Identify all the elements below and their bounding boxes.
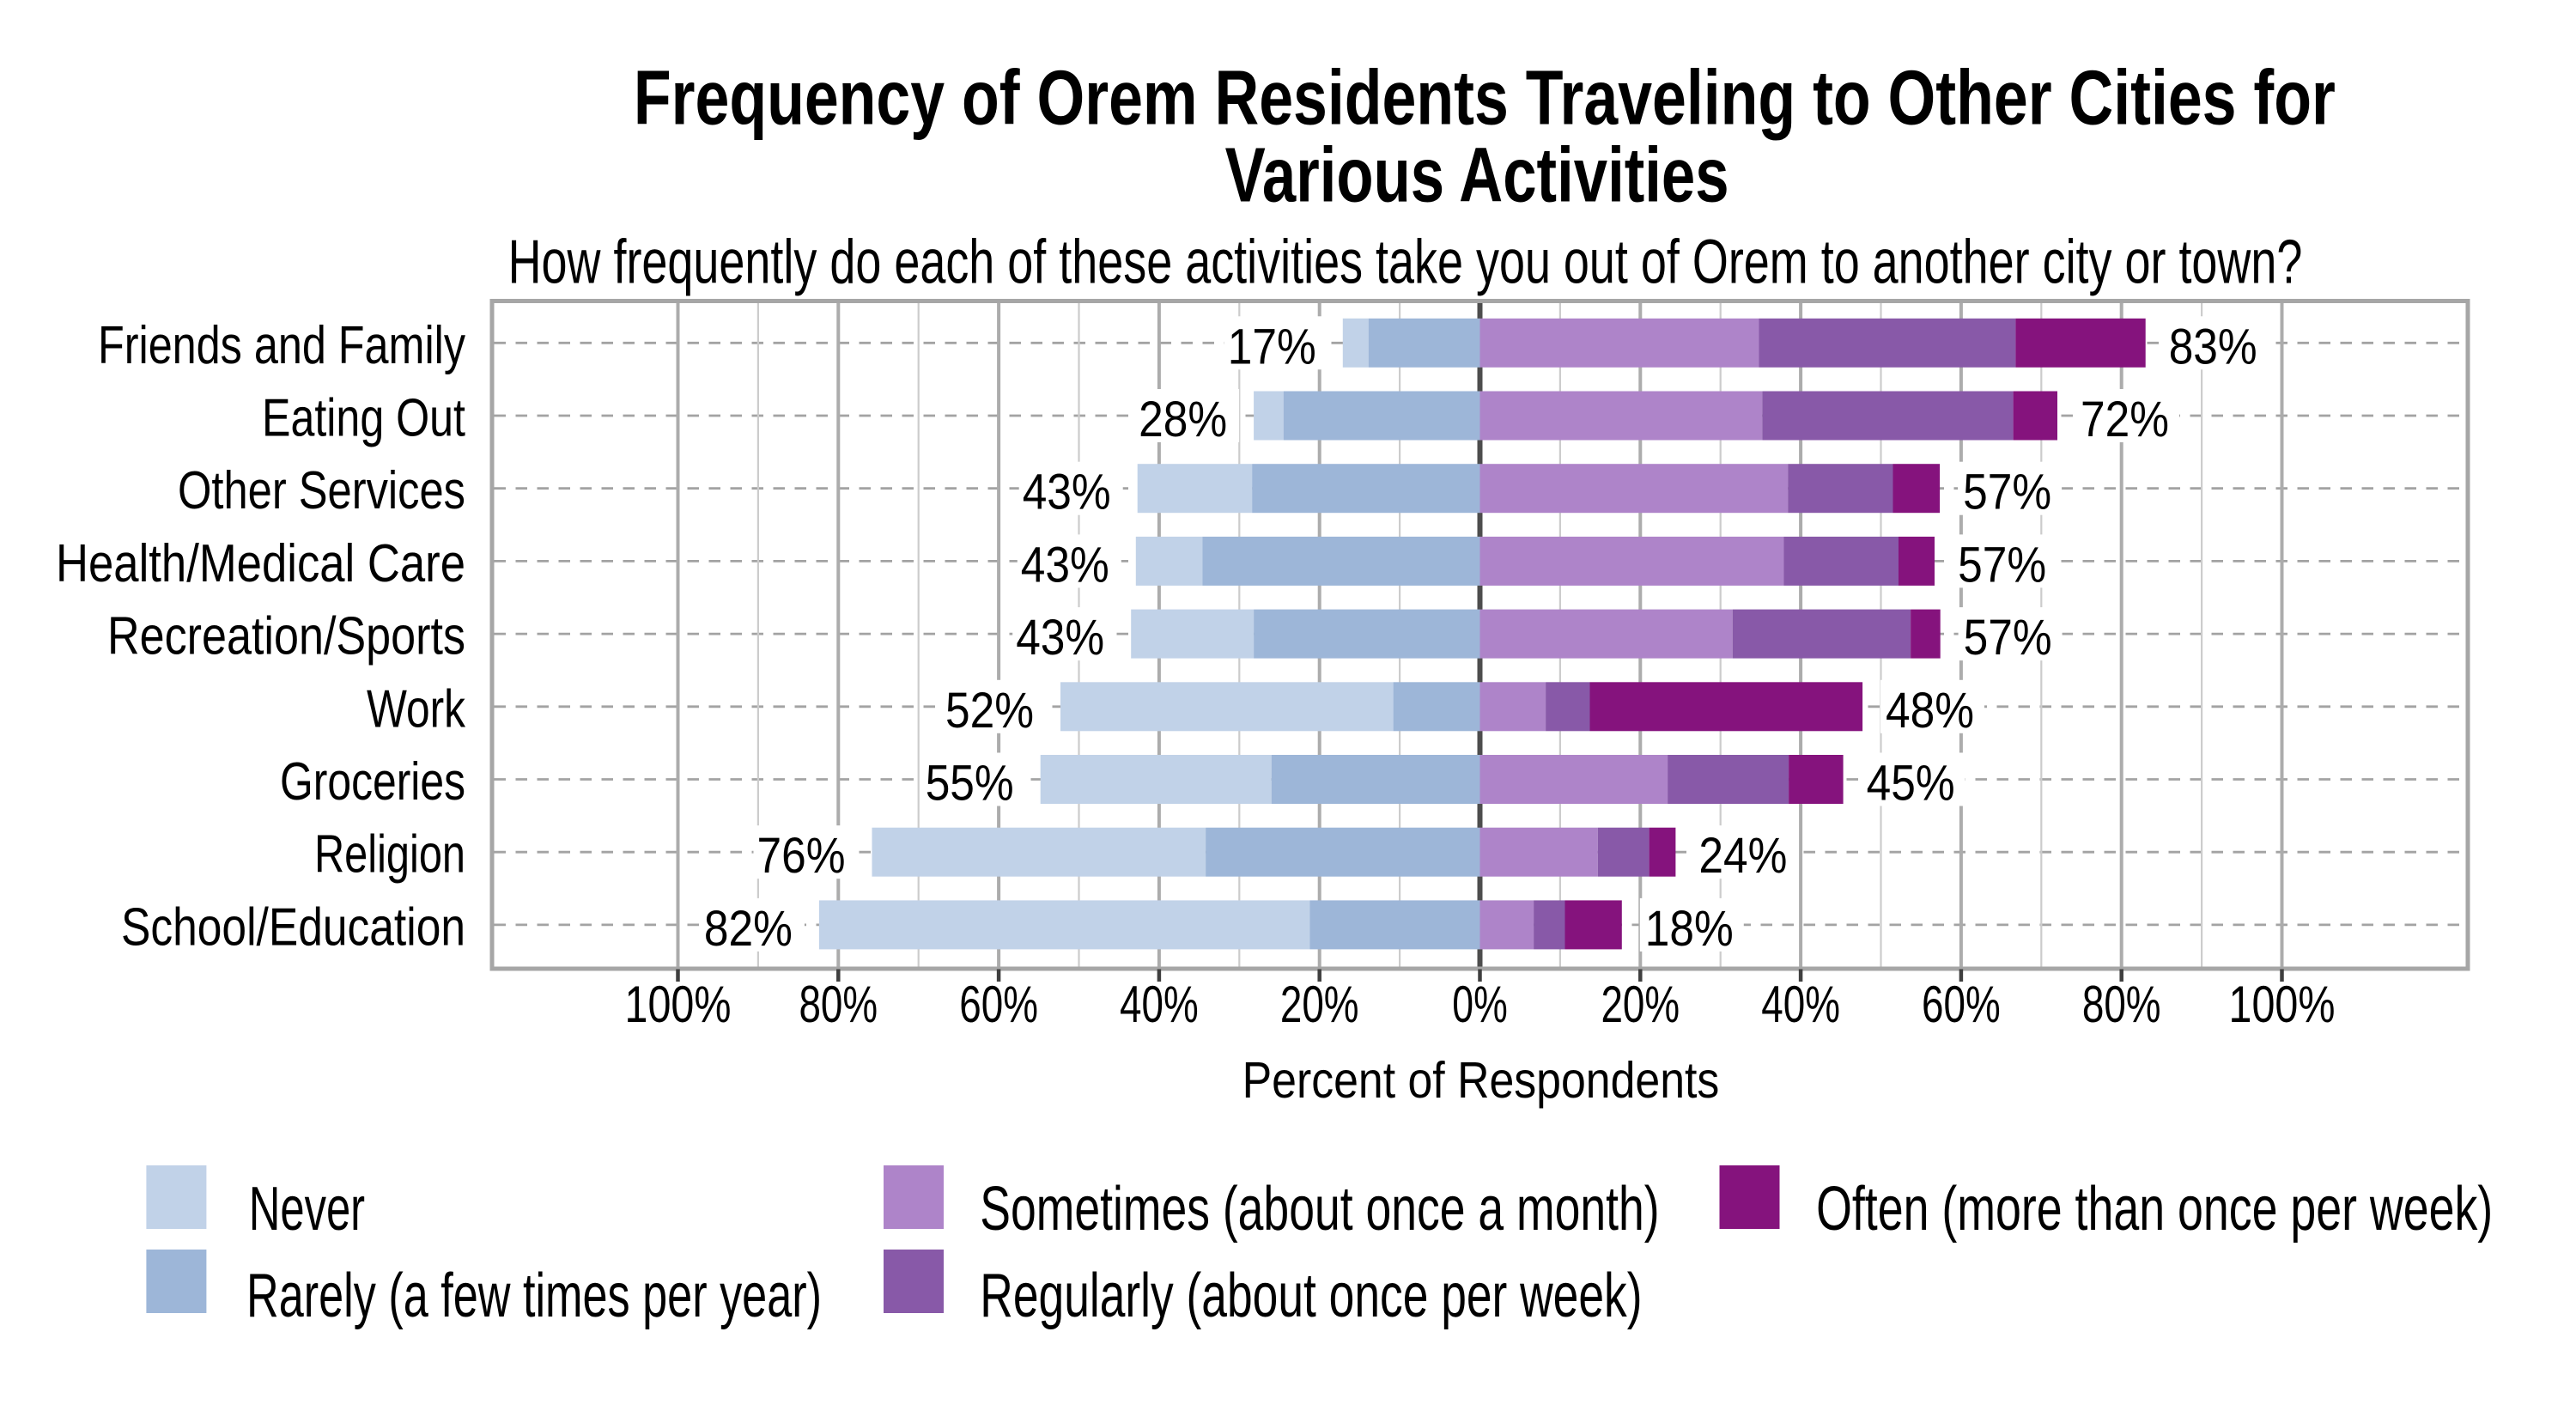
svg-text:Sometimes (about once a month): Sometimes (about once a month) bbox=[980, 1175, 1659, 1244]
svg-text:43%: 43% bbox=[1016, 610, 1104, 666]
svg-text:Never: Never bbox=[249, 1175, 365, 1244]
svg-text:72%: 72% bbox=[2081, 392, 2169, 447]
svg-text:How frequently do each of thes: How frequently do each of these activiti… bbox=[508, 228, 2303, 296]
svg-text:82%: 82% bbox=[704, 901, 793, 957]
svg-text:Health/Medical Care: Health/Medical Care bbox=[56, 534, 465, 593]
svg-text:Frequency of Orem Residents Tr: Frequency of Orem Residents Traveling to… bbox=[634, 56, 2336, 142]
svg-text:Groceries: Groceries bbox=[280, 752, 465, 812]
svg-text:Other Services: Other Services bbox=[178, 461, 465, 520]
svg-text:76%: 76% bbox=[757, 828, 846, 884]
svg-text:Often (more than once per week: Often (more than once per week) bbox=[1816, 1175, 2493, 1244]
svg-text:57%: 57% bbox=[1963, 465, 2051, 520]
svg-text:24%: 24% bbox=[1698, 828, 1787, 884]
svg-text:18%: 18% bbox=[1645, 901, 1734, 957]
svg-text:57%: 57% bbox=[1958, 537, 2046, 593]
svg-text:Recreation/Sports: Recreation/Sports bbox=[107, 607, 465, 666]
svg-text:57%: 57% bbox=[1964, 610, 2052, 666]
svg-text:80%: 80% bbox=[2082, 976, 2161, 1033]
svg-text:40%: 40% bbox=[1120, 976, 1199, 1033]
svg-text:Eating Out: Eating Out bbox=[262, 389, 465, 448]
svg-text:Regularly (about once per week: Regularly (about once per week) bbox=[980, 1262, 1642, 1330]
svg-text:48%: 48% bbox=[1886, 683, 1974, 739]
svg-text:17%: 17% bbox=[1228, 319, 1316, 374]
svg-text:43%: 43% bbox=[1023, 465, 1111, 520]
svg-text:60%: 60% bbox=[959, 976, 1038, 1033]
svg-text:Percent of Respondents: Percent of Respondents bbox=[1242, 1052, 1720, 1109]
svg-text:Various Activities: Various Activities bbox=[1225, 132, 1729, 218]
svg-text:20%: 20% bbox=[1601, 976, 1680, 1033]
svg-text:83%: 83% bbox=[2169, 319, 2257, 374]
svg-text:Work: Work bbox=[367, 679, 466, 739]
svg-text:43%: 43% bbox=[1021, 537, 1109, 593]
svg-text:0%: 0% bbox=[1452, 976, 1508, 1033]
svg-text:45%: 45% bbox=[1867, 756, 1955, 812]
svg-text:55%: 55% bbox=[926, 756, 1014, 812]
svg-text:80%: 80% bbox=[799, 976, 878, 1033]
svg-text:School/Education: School/Education bbox=[121, 897, 465, 957]
svg-text:20%: 20% bbox=[1280, 976, 1359, 1033]
svg-text:40%: 40% bbox=[1761, 976, 1840, 1033]
svg-text:52%: 52% bbox=[945, 683, 1034, 739]
svg-text:60%: 60% bbox=[1922, 976, 2001, 1033]
svg-text:100%: 100% bbox=[2229, 976, 2336, 1033]
svg-text:Rarely (a few times per year): Rarely (a few times per year) bbox=[246, 1262, 822, 1330]
svg-text:Friends and Family: Friends and Family bbox=[98, 316, 465, 375]
svg-text:28%: 28% bbox=[1139, 392, 1227, 447]
svg-text:100%: 100% bbox=[625, 976, 732, 1033]
svg-text:Religion: Religion bbox=[314, 825, 465, 885]
